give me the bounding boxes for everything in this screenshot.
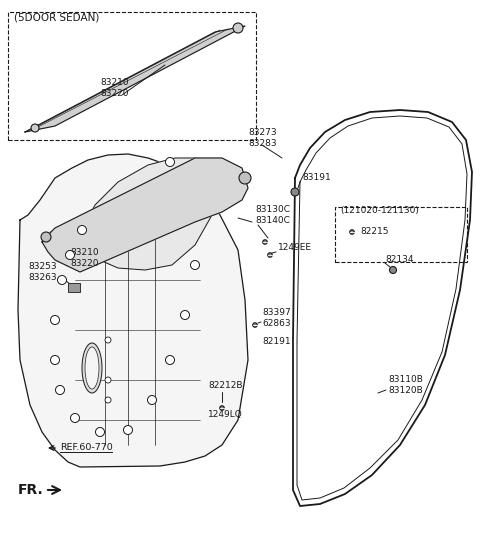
Circle shape — [31, 124, 39, 132]
Text: 83210
83220: 83210 83220 — [100, 78, 129, 98]
Circle shape — [263, 240, 267, 244]
Circle shape — [58, 276, 67, 285]
Circle shape — [65, 250, 74, 259]
Circle shape — [268, 253, 272, 257]
Text: 83397
62863: 83397 62863 — [262, 308, 291, 328]
Circle shape — [105, 337, 111, 343]
Text: 1249EE: 1249EE — [278, 243, 312, 252]
Text: 83191: 83191 — [302, 174, 331, 182]
Circle shape — [77, 226, 86, 235]
Text: 83210
83220: 83210 83220 — [70, 248, 98, 268]
Circle shape — [71, 413, 80, 422]
Text: (5DOOR SEDAN): (5DOOR SEDAN) — [14, 13, 99, 23]
Circle shape — [147, 396, 156, 405]
Text: 83130C
83140C: 83130C 83140C — [255, 205, 290, 225]
Text: (121020-121130): (121020-121130) — [340, 205, 419, 214]
Circle shape — [105, 377, 111, 383]
Text: 83253
83263: 83253 83263 — [28, 262, 57, 282]
Circle shape — [56, 385, 64, 394]
Bar — [8, 12, 256, 140]
Circle shape — [41, 232, 51, 242]
Text: 82212B: 82212B — [208, 381, 242, 390]
Circle shape — [123, 426, 132, 435]
Circle shape — [50, 316, 60, 324]
Text: REF.60-770: REF.60-770 — [60, 443, 113, 451]
Polygon shape — [42, 158, 248, 272]
Circle shape — [166, 355, 175, 364]
Circle shape — [50, 355, 60, 364]
Circle shape — [253, 323, 257, 327]
Text: 82191: 82191 — [262, 338, 290, 346]
Circle shape — [166, 158, 175, 167]
Text: 82215: 82215 — [360, 227, 388, 236]
Bar — [335, 207, 467, 262]
Polygon shape — [18, 154, 248, 467]
Polygon shape — [25, 26, 245, 132]
Circle shape — [180, 310, 190, 319]
Circle shape — [105, 397, 111, 403]
Circle shape — [96, 428, 105, 436]
Circle shape — [239, 172, 251, 184]
Bar — [68, 283, 80, 292]
Text: 83110B
83120B: 83110B 83120B — [388, 375, 423, 395]
Circle shape — [191, 260, 200, 270]
Ellipse shape — [85, 347, 99, 389]
Circle shape — [233, 23, 243, 33]
Circle shape — [220, 406, 224, 410]
Text: 83273
83283: 83273 83283 — [248, 128, 276, 148]
Text: FR.: FR. — [18, 483, 44, 497]
Circle shape — [291, 188, 299, 196]
Text: 82134: 82134 — [385, 256, 413, 264]
Polygon shape — [82, 158, 218, 270]
Ellipse shape — [82, 343, 102, 393]
Circle shape — [350, 230, 354, 234]
Circle shape — [389, 266, 396, 273]
Text: 1249LQ: 1249LQ — [208, 411, 243, 420]
